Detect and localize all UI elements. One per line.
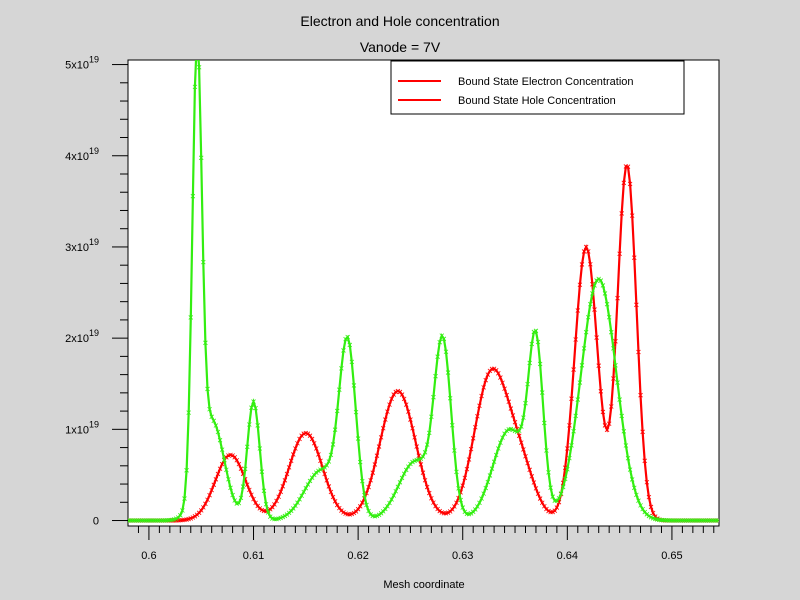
series-layer bbox=[128, 60, 719, 523]
x-tick-label: 0.62 bbox=[347, 550, 368, 562]
y-tick-label: 0 bbox=[93, 516, 99, 528]
y-tick-label: 4x1019 bbox=[65, 146, 99, 163]
x-tick-label: 0.6 bbox=[141, 550, 156, 562]
y-axis-minor-ticks bbox=[120, 82, 128, 503]
legend: Bound State Electron Concentration Bound… bbox=[390, 60, 685, 115]
x-tick-label: 0.63 bbox=[452, 550, 473, 562]
chart-subtitle: Vanode = 7V bbox=[360, 39, 441, 55]
x-tick-label: 0.61 bbox=[243, 550, 264, 562]
y-tick-label: 1x1019 bbox=[65, 419, 99, 436]
y-tick-label: 3x1019 bbox=[65, 237, 99, 254]
series-markers bbox=[128, 64, 719, 523]
x-tick-label: 0.65 bbox=[661, 550, 682, 562]
series-markers bbox=[128, 164, 719, 523]
y-tick-label: 5x1019 bbox=[65, 55, 99, 72]
y-tick-label: 2x1019 bbox=[65, 328, 99, 345]
legend-box bbox=[390, 60, 685, 115]
plot-area bbox=[127, 59, 720, 527]
legend-label-electron: Bound State Electron Concentration bbox=[458, 76, 634, 88]
series-0 bbox=[128, 164, 719, 523]
x-axis-ticks: 0.6 0.61 0.62 0.63 0.64 0.65 bbox=[137, 526, 715, 562]
x-axis-label: Mesh coordinate bbox=[383, 579, 464, 591]
legend-label-hole: Bound State Hole Concentration bbox=[458, 95, 616, 107]
chart-title: Electron and Hole concentration bbox=[300, 13, 499, 29]
x-tick-label: 0.64 bbox=[557, 550, 578, 562]
y-axis-ticks: 0 1x1019 2x1019 3x1019 4x1019 5x1019 bbox=[65, 55, 128, 528]
series-1 bbox=[128, 60, 719, 523]
